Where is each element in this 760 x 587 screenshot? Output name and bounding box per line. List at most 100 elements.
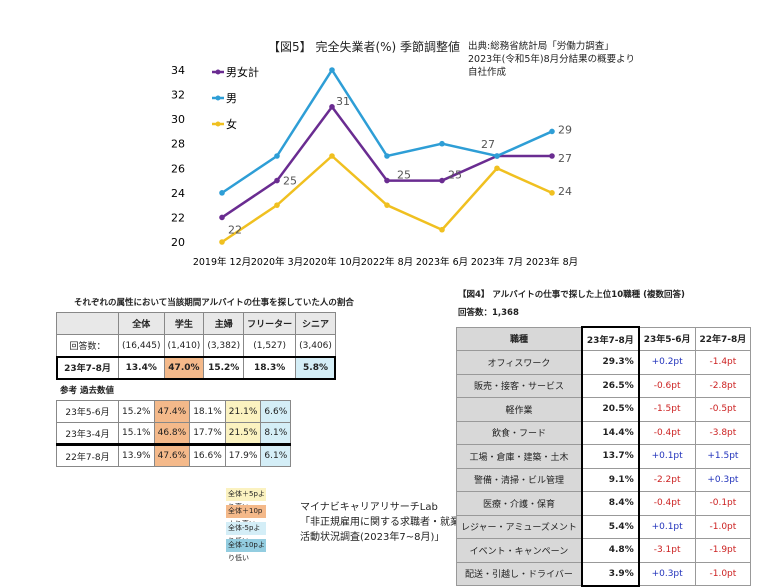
credit-line: マイナビキャリアリサーチLab (300, 502, 438, 513)
table-row: 配送・引越し・ドライバー 3.9% +0.3pt -1.0pt (455, 561, 752, 587)
data-point (549, 128, 555, 135)
x-tick-label: 2019年 12月 (193, 256, 251, 268)
legend-row: 全体＋5pより高い (226, 486, 268, 511)
data-point (439, 226, 445, 233)
table-row: 工場・倉庫・建築・土木 13.7% +0.1pt +1.5pt (455, 444, 752, 469)
cell: 15.1% (118, 422, 155, 445)
row-label: 23年7-8月 (56, 356, 119, 379)
cell: 主婦 (203, 312, 245, 335)
past-row: 23年5-6月 15.2% 47.4% 18.1% 21.1% 6.6% (56, 400, 292, 423)
series-line-0 (221, 104, 552, 219)
cell: 21.1% (224, 400, 262, 423)
data-label: 25 (283, 175, 297, 188)
cell: 全体 (118, 312, 165, 335)
data-label: 29 (558, 123, 572, 136)
cell: -0.5pt (694, 397, 752, 422)
y-tick-label: 20 (171, 236, 185, 249)
column-header: 23年5-6月 (638, 326, 696, 351)
legend-swatch: 全体-5pより低い (226, 522, 266, 545)
data-label: 25 (448, 169, 462, 182)
cell: 47.6% (153, 444, 191, 467)
data-label: 25 (397, 169, 411, 182)
legend-row: 全体-10pより低い (226, 537, 268, 562)
legend-swatch: 全体＋10pより高い (226, 505, 266, 528)
y-tick-label: 34 (171, 64, 185, 77)
series-line-2 (221, 154, 553, 244)
y-tick-label: 30 (171, 113, 185, 126)
legend-marker (215, 69, 221, 75)
data-point (219, 239, 225, 245)
data-point (549, 153, 555, 159)
line-chart: 20 22 24 26 28 30 32 34 2019年 12月 2020年 3月 2020年 1… (171, 64, 578, 268)
data-point (494, 165, 500, 172)
cell: 13.9% (118, 444, 155, 467)
cell: -1.4pt (694, 350, 752, 375)
occupation-label: 販売・接客・サービス (455, 373, 583, 398)
cell: 6.6% (260, 400, 292, 423)
cell: 5.4% (580, 514, 640, 539)
cell: 13.7% (580, 444, 640, 469)
cell: 4.8% (580, 538, 640, 563)
data-point (274, 202, 280, 208)
legend-label: 女 (226, 117, 237, 131)
table-row: オフィスワーク 29.3% +0.2pt -1.4pt (455, 350, 752, 375)
cell: 47.0% (163, 356, 205, 379)
credit-line: 活動状況調査(2023年7~8月)」 (300, 532, 445, 543)
color-legend: 全体＋5pより高い 全体＋10pより高い 全体-5pより低い 全体-10pより低… (226, 486, 268, 562)
cell: -3.8pt (694, 420, 752, 445)
y-tick-label: 26 (171, 162, 185, 175)
data-point (219, 190, 225, 196)
y-tick-label: 22 (171, 211, 185, 224)
occupation-table: 職種 23年7-8月 23年5-6月 22年7-8月 オフィスワーク 29.3% +0.2p… (455, 326, 752, 587)
data-point (384, 202, 390, 208)
occupation-label: 飲食・フード (455, 420, 583, 445)
data-label: 27 (558, 152, 572, 165)
table-row: 飲食・フード 14.4% -0.4pt -3.8pt (455, 420, 752, 445)
legend-label: 男女計 (226, 65, 259, 79)
cell: 20.5% (580, 397, 640, 422)
x-tick-label: 2022年 8月 (361, 256, 413, 268)
row-label: 回答数： (56, 334, 119, 357)
cell: 15.2% (118, 400, 155, 423)
table-row: レジャー・アミューズメント 5.4% +0.1pt -1.0pt (455, 514, 752, 539)
cell: -3.1pt (638, 538, 696, 563)
data-point (274, 177, 280, 184)
legend-marker (215, 95, 221, 101)
cell: (1,410) (163, 334, 205, 357)
cell: 9.1% (580, 467, 640, 492)
cell: +0.3pt (638, 561, 696, 586)
cell: +0.3pt (694, 467, 752, 492)
data-point (439, 140, 445, 147)
table-row: 販売・接客・サービス 26.5% -0.6pt -2.8pt (455, 373, 752, 398)
count-row: 回答数： (16,445) (1,410) (3,382) (1,527) (3,406) (56, 334, 336, 357)
cell: (3,406) (295, 334, 336, 357)
cell: 6.1% (260, 444, 292, 467)
cell: 学生 (163, 312, 205, 335)
legend-row: 全体-5pより低い (226, 520, 268, 545)
occupation-label: レジャー・アミューズメント (455, 514, 583, 539)
cell: 18.3% (243, 356, 297, 379)
occupation-label: イベント・キャンペーン (455, 538, 583, 563)
past-title: 参考 過去数値 (60, 386, 114, 396)
current-row: 23年7-8月 13.4% 47.0% 15.2% 18.3% 5.8% (55, 355, 337, 380)
cell: 15.2% (203, 356, 245, 379)
source-line: 自社作成 (468, 67, 507, 78)
cell: 26.5% (580, 373, 640, 398)
row-label: 23年3-4月 (56, 422, 119, 445)
data-point (549, 190, 555, 196)
chart-title: 【図5】 完全失業者(%) 季節調整値 (268, 40, 461, 54)
cell: (3,382) (203, 334, 245, 357)
data-point (219, 214, 225, 221)
cell: -2.8pt (694, 373, 752, 398)
data-point (329, 67, 335, 73)
header-row: 全体 学生 主婦 フリーター シニア (56, 312, 336, 335)
data-point (329, 153, 335, 159)
legend-marker (215, 121, 221, 127)
occupation-label: 警備・清掃・ビル管理 (455, 467, 583, 492)
cell: -0.6pt (638, 373, 696, 398)
cell: 17.9% (224, 444, 262, 467)
legend-label: 男 (226, 92, 237, 105)
credit: マイナビキャリアリサーチLab 「非正規雇用に関する求職者・就業者の 活動状況調… (300, 500, 480, 545)
x-tick-label: 2023年 7月 (471, 256, 523, 268)
y-tick-label: 32 (171, 89, 185, 102)
